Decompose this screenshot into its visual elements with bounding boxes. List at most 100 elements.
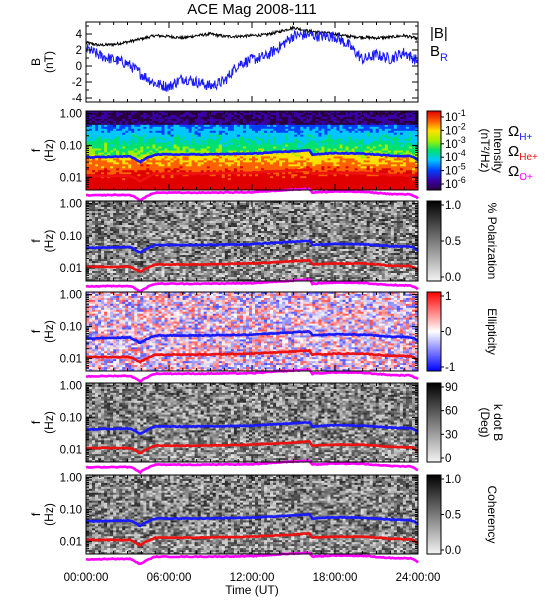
spectrogram-cell [104, 138, 108, 142]
spectrogram-cell [89, 166, 93, 169]
spectrogram-cell [86, 146, 90, 149]
spectrogram-cell [104, 122, 108, 126]
spectrogram-cell [95, 138, 99, 142]
spectrogram-cell [104, 164, 108, 167]
spectrogram-cell [95, 126, 99, 130]
spectrogram-cell [89, 140, 93, 144]
spectrogram-cell [101, 148, 105, 151]
spectrogram-cell [95, 122, 99, 126]
spectrogram-cell [92, 178, 96, 181]
spectrogram-cell [95, 124, 99, 128]
spectrogram-cell [107, 130, 111, 134]
b-field-line-magnitude [85, 25, 419, 48]
spectrogram-cell [101, 182, 105, 185]
spectrogram-cell [92, 148, 96, 151]
spectrogram-cell [92, 142, 96, 145]
spectrogram-cell [89, 154, 93, 157]
spectrogram-cell [104, 168, 108, 171]
spectrogram-cell [101, 180, 105, 183]
spectrogram-cell [101, 164, 105, 167]
spectrogram-cell [86, 120, 90, 124]
spectrogram-cell [101, 138, 105, 142]
spectrogram-cell [86, 118, 90, 122]
spectrogram-cell [89, 136, 93, 140]
spectrogram-cell [89, 134, 93, 138]
spectrogram-cell [107, 164, 111, 167]
spectrogram-cell [89, 186, 93, 189]
spectrogram-cell [98, 126, 102, 130]
colorbar-label: Intensity(nT²/Hz) [478, 128, 505, 173]
spectrogram-cell [92, 186, 96, 189]
spectrogram-cell [107, 146, 111, 149]
spectrogram-cell [92, 152, 96, 155]
spectrogram-cell [89, 118, 93, 122]
spectrogram-cell [107, 162, 111, 165]
spectrogram-cell [104, 148, 108, 151]
spectrogram-cell [92, 144, 96, 147]
spectrogram-cell [101, 111, 105, 114]
spectrogram-cell [107, 134, 111, 138]
spectrogram-cell [86, 170, 90, 173]
spectrogram-cell [95, 184, 99, 187]
spectrogram-cell [95, 160, 99, 163]
spectrogram-cell [92, 114, 96, 118]
spectrogram-cell [107, 166, 111, 169]
spectrogram-cell [107, 152, 111, 155]
spectrogram-cell [86, 158, 90, 161]
spectrogram-cell [107, 158, 111, 161]
spectrogram-cell [107, 136, 111, 140]
spectrogram-cell [98, 128, 102, 132]
spectrogram-cell [89, 182, 93, 185]
spectrogram-cell [104, 186, 108, 189]
spectrogram-cell [89, 138, 93, 142]
spectrogram-cell [95, 148, 99, 151]
spectrogram-cell [107, 122, 111, 126]
spectrogram-cell [95, 120, 99, 124]
spectrogram-cell [95, 118, 99, 122]
spectrogram-cell [104, 124, 108, 128]
spectrogram-cell [98, 142, 102, 145]
spectrogram-cell [95, 178, 99, 181]
spectrogram-cell [89, 168, 93, 171]
spectrogram-cell [104, 116, 108, 120]
legend-b-magnitude: |B| [430, 25, 448, 42]
spectrogram-cell [107, 144, 111, 147]
spectrogram-cell [104, 152, 108, 155]
spectrogram-cell [95, 112, 99, 116]
spectrogram-cell [104, 140, 108, 144]
spectrogram-cell [104, 126, 108, 130]
spectrogram-cell [92, 176, 96, 179]
spectrogram-cell [98, 140, 102, 144]
spectrogram-cell [104, 136, 108, 140]
spectrogram-cell [95, 172, 99, 175]
spectrogram-cell [107, 188, 111, 191]
spectrogram-cell [92, 130, 96, 134]
spectrogram-cell [89, 146, 93, 149]
spectrogram-cell [86, 172, 90, 175]
spectrogram-cell [107, 178, 111, 181]
spectrogram-cell [101, 170, 105, 173]
spectrogram-cell [95, 144, 99, 147]
spectrogram-cell [89, 114, 93, 118]
spectrogram-cell [107, 120, 111, 124]
spectrogram-cell [98, 132, 102, 136]
spectrogram-cell [101, 128, 105, 132]
y-label-unit: (Hz) [42, 139, 56, 162]
spectrogram-cell [104, 162, 108, 165]
spectrogram-cell [104, 178, 108, 181]
spectrogram-cell [89, 180, 93, 183]
spectrogram-cell [92, 162, 96, 165]
spectrogram-cell [101, 166, 105, 169]
spectrogram-cell [86, 162, 90, 165]
spectrogram-cell [101, 168, 105, 171]
spectrogram-cell [92, 128, 96, 132]
spectrogram-cell [92, 146, 96, 149]
spectrogram-cell [104, 172, 108, 175]
spectrogram-cell [107, 132, 111, 136]
spectrogram-cell [104, 128, 108, 132]
spectrogram-cell [107, 150, 111, 153]
spectrogram-cell [101, 154, 105, 157]
spectrogram-cell [101, 152, 105, 155]
spectrogram-cell [107, 116, 111, 120]
spectrogram-cell [95, 146, 99, 149]
